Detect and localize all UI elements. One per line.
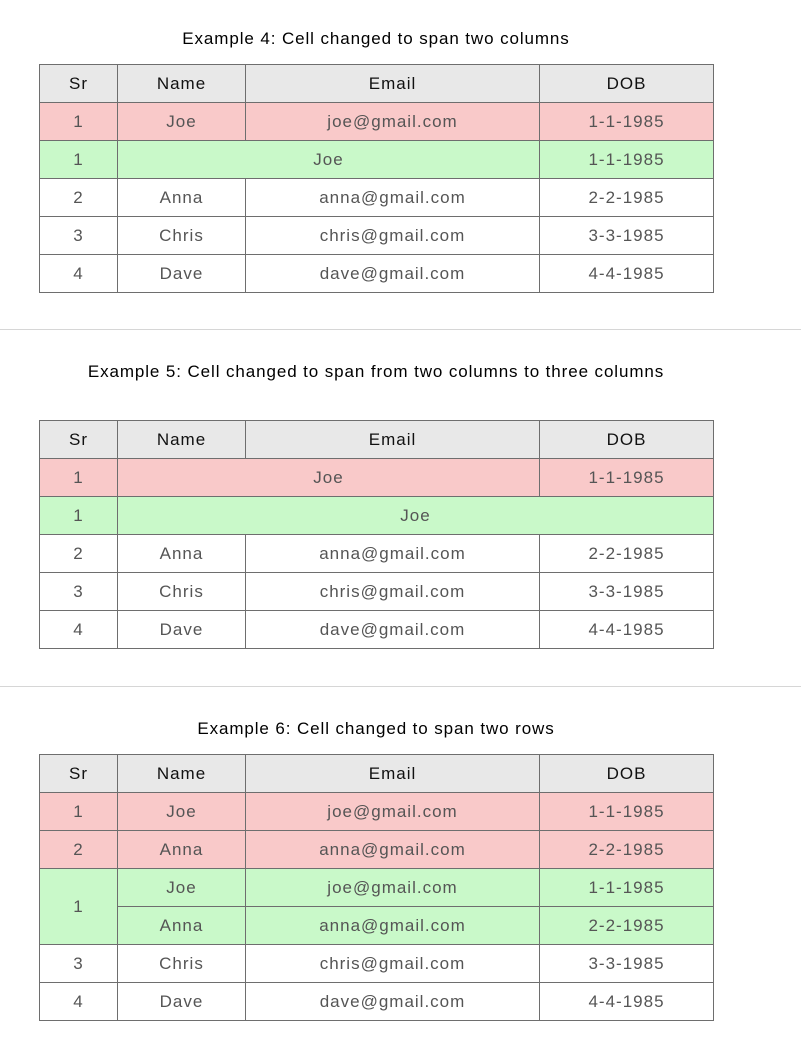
table-cell: Joe	[117, 496, 714, 535]
table-cell: 3-3-1985	[539, 572, 714, 611]
table-cell: 1	[39, 102, 118, 141]
table-cell: Anna	[117, 534, 246, 573]
table-row: 1 Joe 1-1-1985	[39, 458, 714, 497]
table-cell: 4	[39, 254, 118, 293]
table-cell: Joe	[117, 140, 540, 179]
table-cell: 4-4-1985	[539, 610, 714, 649]
table-cell: 2	[39, 830, 118, 869]
table-cell: joe@gmail.com	[245, 102, 540, 141]
table-cell: 1-1-1985	[539, 792, 714, 831]
table-cell: 1-1-1985	[539, 102, 714, 141]
table-cell: 4-4-1985	[539, 982, 714, 1021]
table-cell: 1	[39, 140, 118, 179]
table-cell: 2	[39, 534, 118, 573]
column-header: DOB	[539, 64, 714, 103]
table-cell: 3	[39, 216, 118, 255]
divider	[0, 329, 801, 330]
table-cell: 4	[39, 610, 118, 649]
column-header: Sr	[39, 420, 118, 459]
example-title: Example 4: Cell changed to span two colu…	[182, 29, 570, 48]
table-cell: Anna	[117, 906, 246, 945]
table-cell: 1	[39, 496, 118, 535]
table-row: 1 Joe joe@gmail.com 1-1-1985	[39, 102, 714, 141]
table-row: 1 Joe	[39, 496, 714, 535]
table-cell: anna@gmail.com	[245, 178, 540, 217]
table-cell: Dave	[117, 610, 246, 649]
column-header: DOB	[539, 754, 714, 793]
column-header: Email	[245, 754, 540, 793]
table-cell: anna@gmail.com	[245, 830, 540, 869]
table-cell: anna@gmail.com	[245, 534, 540, 573]
column-header: Sr	[39, 64, 118, 103]
diff-table: Sr Name Email DOB 1 Joe joe@gmail.com 1-1-1985 1…	[39, 64, 714, 293]
table-row: 3 Chris chris@gmail.com 3-3-1985	[39, 216, 714, 255]
diff-table: Sr Name Email DOB 1 Joe 1-1-1985 1 Joe 2 Anna anna@…	[39, 420, 714, 649]
column-header: Name	[117, 64, 246, 103]
table-cell: chris@gmail.com	[245, 944, 540, 983]
table-cell: joe@gmail.com	[245, 792, 540, 831]
example-title: Example 6: Cell changed to span two rows	[197, 719, 555, 738]
example-title: Example 5: Cell changed to span from two…	[87, 362, 665, 381]
table-cell: 2-2-1985	[539, 178, 714, 217]
table-cell: 2	[39, 178, 118, 217]
column-header: Name	[117, 754, 246, 793]
table-cell: joe@gmail.com	[245, 868, 540, 907]
table-cell: dave@gmail.com	[245, 254, 540, 293]
table-cell: 2-2-1985	[539, 534, 714, 573]
table-cell: 1-1-1985	[539, 140, 714, 179]
table-row: 4 Dave dave@gmail.com 4-4-1985	[39, 254, 714, 293]
table-row: 4 Dave dave@gmail.com 4-4-1985	[39, 982, 714, 1021]
header-row: Sr Name Email DOB	[39, 420, 714, 459]
header-row: Sr Name Email DOB	[39, 64, 714, 103]
table-row: 4 Dave dave@gmail.com 4-4-1985	[39, 610, 714, 649]
table-row: 3 Chris chris@gmail.com 3-3-1985	[39, 944, 714, 983]
table-row: 1 Joe joe@gmail.com 1-1-1985	[39, 868, 714, 945]
table-cell: Joe	[117, 458, 540, 497]
table-row: 3 Chris chris@gmail.com 3-3-1985	[39, 572, 714, 611]
table-cell: Chris	[117, 572, 246, 611]
table-cell: dave@gmail.com	[245, 610, 540, 649]
table-cell: Joe	[117, 792, 246, 831]
table-cell: 4-4-1985	[539, 254, 714, 293]
table-cell: Anna	[117, 178, 246, 217]
table-cell: Chris	[117, 944, 246, 983]
table-cell: 1	[39, 868, 118, 945]
column-header: Email	[245, 420, 540, 459]
table-row: 2 Anna anna@gmail.com 2-2-1985	[39, 830, 714, 869]
header-row: Sr Name Email DOB	[39, 754, 714, 793]
table-cell: Joe	[117, 102, 246, 141]
column-header: Sr	[39, 754, 118, 793]
table-cell: Anna	[117, 830, 246, 869]
table-cell: anna@gmail.com	[245, 906, 540, 945]
table-cell: 3	[39, 572, 118, 611]
table-cell: Chris	[117, 216, 246, 255]
table-cell: chris@gmail.com	[245, 572, 540, 611]
table-cell: Dave	[117, 254, 246, 293]
table-cell: dave@gmail.com	[245, 982, 540, 1021]
table-cell: 1	[39, 458, 118, 497]
table-cell: 3-3-1985	[539, 216, 714, 255]
column-header: DOB	[539, 420, 714, 459]
table-row: 1 Joe joe@gmail.com 1-1-1985	[39, 792, 714, 831]
table-cell: chris@gmail.com	[245, 216, 540, 255]
table-cell: 2-2-1985	[539, 830, 714, 869]
table-row: 2 Anna anna@gmail.com 2-2-1985	[39, 534, 714, 573]
divider	[0, 686, 801, 687]
table-cell: 2-2-1985	[539, 906, 714, 945]
table-row: 1 Joe 1-1-1985	[39, 140, 714, 179]
table-cell: Dave	[117, 982, 246, 1021]
table-cell: 1	[39, 792, 118, 831]
table-cell: 1-1-1985	[539, 458, 714, 497]
table-cell: 3	[39, 944, 118, 983]
diff-table: Sr Name Email DOB 1 Joe joe@gmail.com 1-1-1985 2…	[39, 754, 714, 1021]
table-cell: 1-1-1985	[539, 868, 714, 907]
table-row: Anna anna@gmail.com 2-2-1985	[40, 906, 714, 945]
column-header: Name	[117, 420, 246, 459]
column-header: Email	[245, 64, 540, 103]
table-cell: Joe	[117, 868, 246, 907]
table-cell: 4	[39, 982, 118, 1021]
table-row: 2 Anna anna@gmail.com 2-2-1985	[39, 178, 714, 217]
table-cell: 3-3-1985	[539, 944, 714, 983]
